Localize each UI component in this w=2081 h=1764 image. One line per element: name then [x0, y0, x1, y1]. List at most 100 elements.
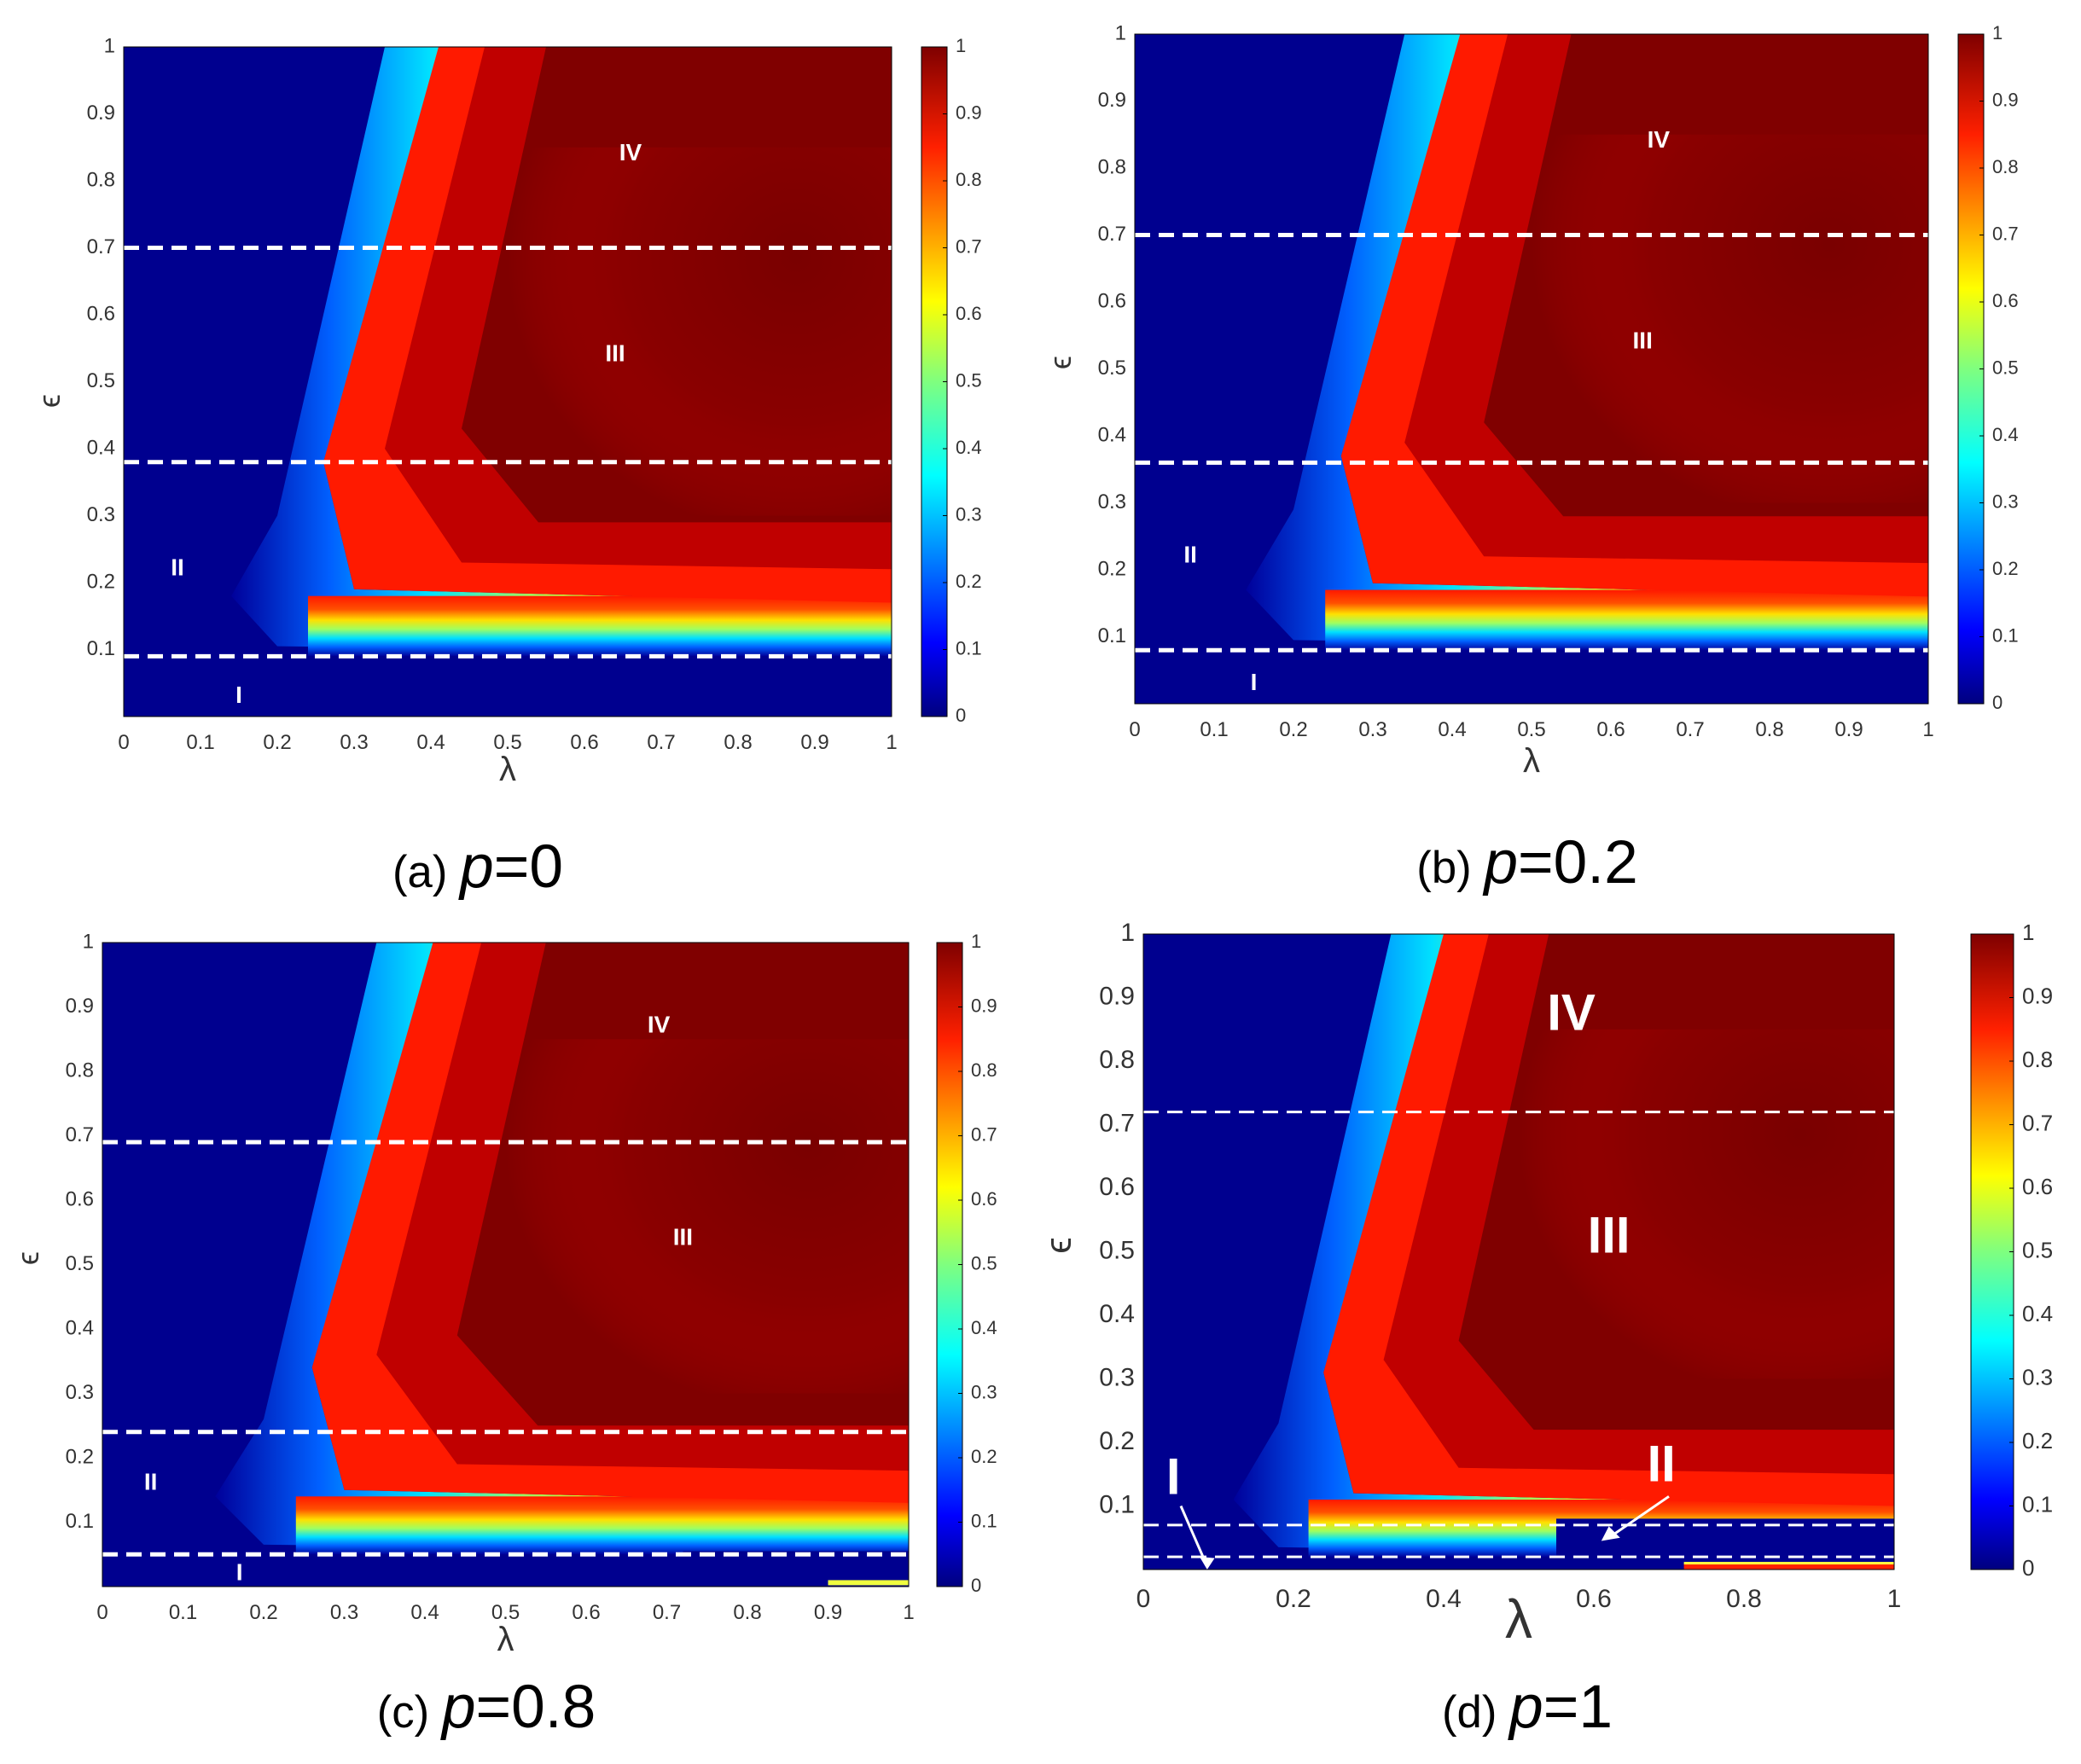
colorbar-tick-label: 0.6 [2022, 1174, 2053, 1199]
region-label-II: II [1183, 542, 1197, 568]
colorbar-tick-label: 0.6 [1992, 290, 2019, 311]
region-label-II: II [1648, 1436, 1676, 1493]
colorbar-tick-label: 0.2 [956, 571, 982, 592]
colorbar-tick-label: 0 [956, 705, 966, 726]
colorbar-tick-label: 0.9 [956, 102, 982, 123]
colorbar-tick-label: 1 [956, 35, 966, 56]
caption-value: =0.2 [1518, 828, 1638, 897]
caption-variable: p [440, 1673, 476, 1741]
heatmap-field [1143, 934, 1894, 1570]
y-tick-label: 0.1 [1098, 624, 1126, 647]
caption-variable: p [458, 833, 494, 901]
x-tick-label: 0.9 [800, 731, 828, 754]
colorbar-tick-label: 0.4 [971, 1317, 997, 1338]
region-label-III: III [1588, 1206, 1631, 1263]
x-tick-label: 0.8 [1755, 718, 1783, 741]
x-tick-label: 0.7 [1676, 718, 1704, 741]
y-tick-label: 0.5 [87, 369, 115, 392]
y-tick-label: 0.2 [1099, 1427, 1135, 1455]
x-tick-label: 0.3 [1358, 718, 1386, 741]
y-tick-label: 0.5 [1098, 357, 1126, 380]
transition-band [231, 47, 892, 653]
y-tick-label: 0.1 [87, 637, 115, 660]
colorbar-tick-label: 0.8 [2022, 1047, 2053, 1072]
colorbar-tick-label: 1 [1992, 22, 2003, 44]
x-tick-label: 0.2 [249, 1601, 277, 1624]
x-tick-label: 1 [1887, 1585, 1902, 1613]
y-tick-label: 0.6 [66, 1187, 94, 1210]
y-axis-label: ϵ [1043, 356, 1078, 369]
transition-band [1246, 34, 1928, 647]
colorbar-tick-label: 0.1 [1992, 624, 2019, 646]
x-tick-label: 0.1 [1200, 718, 1228, 741]
x-tick-label: 0.8 [1726, 1585, 1762, 1613]
x-tick-label: 0.4 [1438, 718, 1466, 741]
x-tick-label: 0.2 [1276, 1585, 1311, 1613]
x-tick-label: 0.8 [724, 731, 752, 754]
y-tick-label: 0.7 [1099, 1109, 1135, 1137]
plot-frame [1134, 33, 1929, 705]
y-tick-label: 0.9 [66, 995, 94, 1018]
y-tick-label: 1 [104, 34, 115, 57]
deep-core [1532, 134, 1928, 503]
floor-band [295, 1496, 909, 1555]
colorbar-tick-label: 0.4 [2022, 1301, 2053, 1326]
colorbar-tick-label: 0.5 [1992, 357, 2019, 378]
region-label-I: I [1251, 669, 1258, 695]
colorbar-tick-label: 0.2 [2022, 1428, 2053, 1454]
x-tick-label: 0.6 [1576, 1585, 1612, 1613]
colorbar-tick-label: 1 [2022, 920, 2034, 945]
y-tick-label: 1 [83, 930, 94, 953]
colorbar-tick-label: 0.7 [2022, 1110, 2053, 1135]
x-tick-label: 0.3 [340, 731, 368, 754]
colorbar-tick-label: 0.5 [971, 1252, 997, 1274]
colorbar-tick-label: 0 [1992, 692, 2003, 713]
y-tick-label: 0.4 [66, 1316, 94, 1339]
x-tick-label: 0 [1129, 718, 1140, 741]
region-label-I: I [1166, 1448, 1181, 1506]
y-tick-label: 0.4 [1099, 1300, 1135, 1328]
y-axis-label: ϵ [32, 394, 67, 408]
transition-band [1233, 934, 1894, 1554]
caption-prefix: (d) [1442, 1687, 1509, 1738]
edge-artifact [828, 1580, 909, 1586]
colorbar-tick-label: 0.9 [971, 995, 997, 1016]
colorbar-tick-label: 0.3 [971, 1381, 997, 1402]
colorbar-tick-label: 0.1 [956, 637, 982, 659]
y-tick-label: 0.2 [66, 1445, 94, 1468]
caption-variable: p [1508, 1673, 1543, 1741]
x-axis-label: λ [497, 1621, 514, 1658]
y-tick-label: 0.6 [87, 302, 115, 325]
x-tick-label: 0.9 [814, 1601, 842, 1624]
x-tick-label: 1 [886, 731, 897, 754]
colorbar-tick-label: 0.4 [1992, 424, 2019, 445]
y-axis-label: ϵ [1038, 1237, 1079, 1253]
region-label-IV: IV [648, 1012, 671, 1038]
y-tick-label: 0.8 [66, 1059, 94, 1082]
plot-frame [1142, 933, 1895, 1570]
deep-core [1519, 1029, 1894, 1379]
region-label-II: II [171, 554, 184, 581]
region-label-IV: IV [1547, 984, 1596, 1042]
y-tick-label: 0.8 [87, 168, 115, 191]
deep-core [508, 147, 892, 516]
colorbar-tick-label: 0.2 [1992, 558, 2019, 579]
x-tick-label: 0 [1136, 1585, 1151, 1613]
y-tick-label: 0.3 [1099, 1363, 1135, 1391]
region-label-III: III [673, 1224, 693, 1250]
arrow-head-I [1200, 1557, 1215, 1570]
x-tick-label: 0.7 [647, 731, 675, 754]
colorbar-tick-label: 0.2 [971, 1446, 997, 1467]
x-tick-label: 0.1 [169, 1601, 197, 1624]
y-tick-label: 0.9 [1098, 89, 1126, 112]
x-axis-label: λ [1505, 1588, 1532, 1650]
colorbar-tick-label: 0.9 [2022, 983, 2053, 1008]
x-tick-label: 0.4 [1426, 1585, 1462, 1613]
y-tick-label: 0.7 [87, 235, 115, 258]
y-tick-label: 0.3 [87, 503, 115, 526]
panel-caption: (b) p=0.2 [1416, 828, 1637, 897]
panel-caption: (a) p=0 [392, 833, 563, 901]
